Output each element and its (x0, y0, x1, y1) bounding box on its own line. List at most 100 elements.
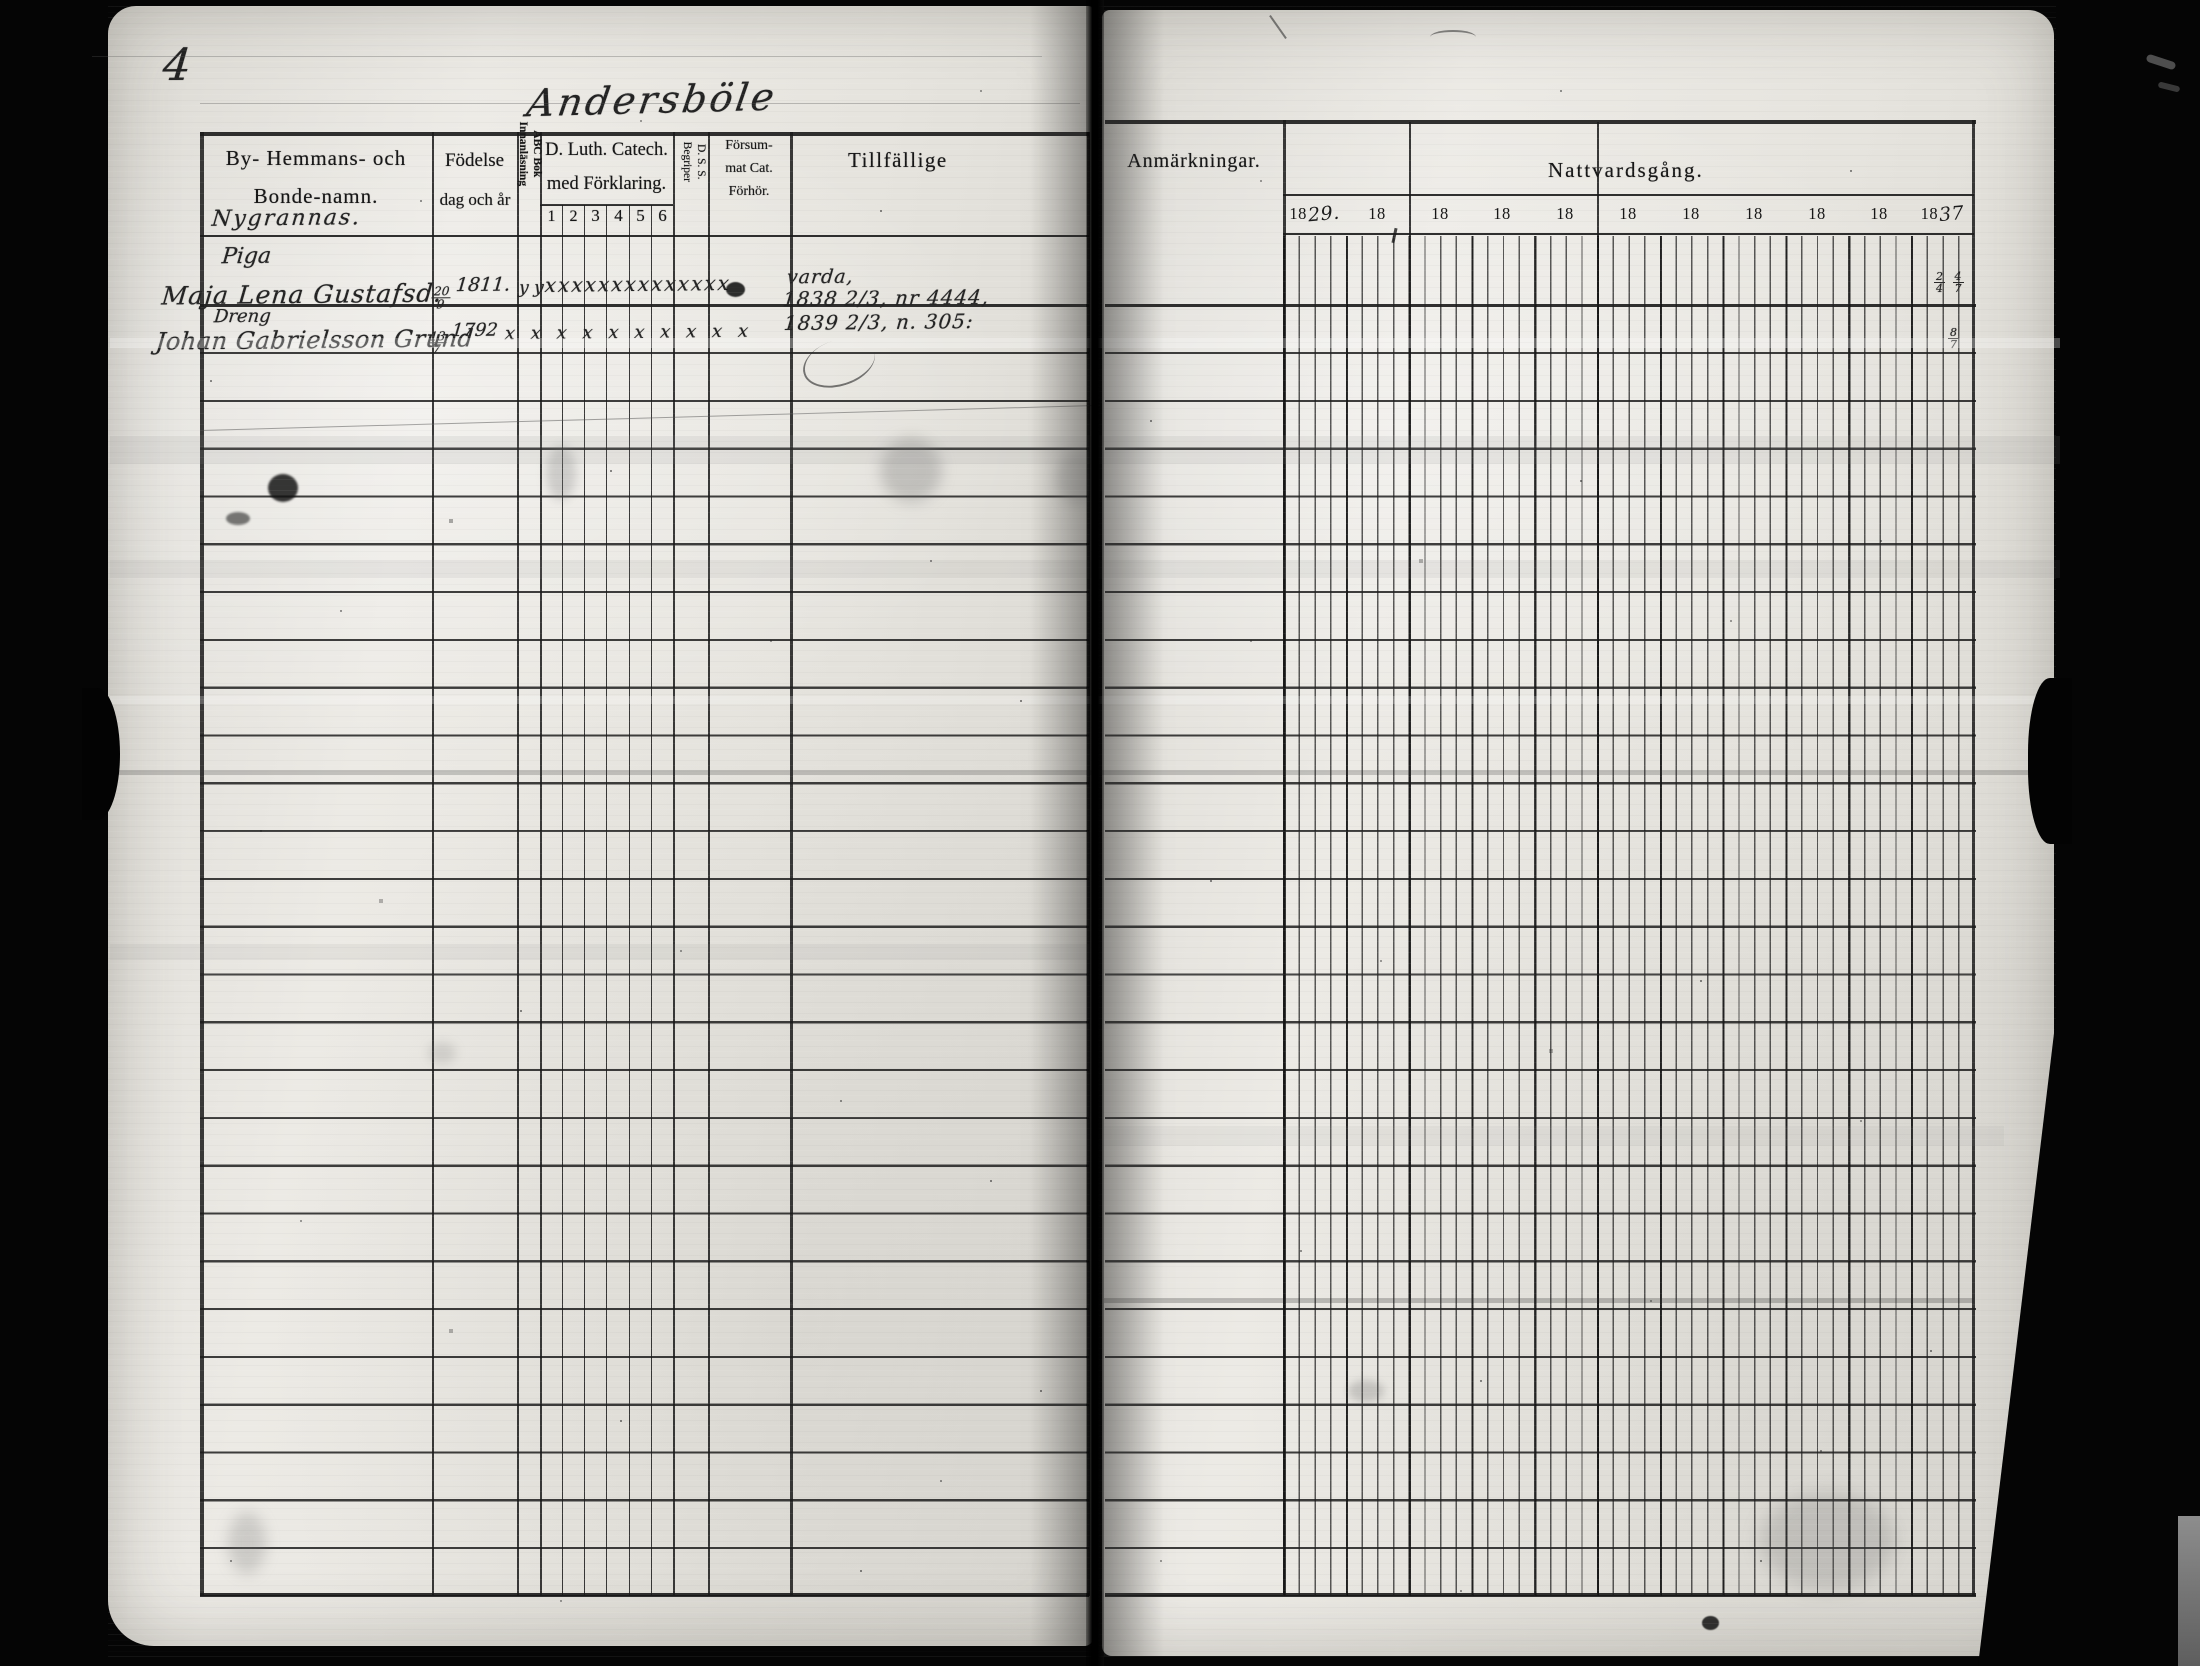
column-divider-catech-dss (673, 132, 676, 1596)
catech-col-6: 6 (658, 206, 667, 225)
dust-speckles (0, 0, 2, 2)
year-cell-3: 18 (1471, 198, 1534, 230)
table-top-border-right (1105, 120, 1976, 124)
margin-mark (2157, 81, 2181, 93)
occasional-note-line1: varda, (785, 265, 855, 289)
dss-header-line1: D. S. S. (694, 144, 707, 180)
ruled-rows-left (200, 352, 1089, 1596)
birth-column-header-line2: dag och år (439, 190, 511, 209)
catech-sub-divider (651, 205, 653, 1596)
catech-sub-divider (562, 205, 564, 1596)
catech-sub-divider (584, 205, 586, 1596)
catech-sub-divider (629, 205, 631, 1596)
row2-catechism-marks: x x x x x x x x x x (503, 320, 755, 345)
remarks-column-header: Anmärkningar. (1127, 150, 1261, 172)
birth-column-header-line1: Födelse (444, 150, 505, 171)
occasional-note-line3: 1839 2/3, n. 305: (782, 309, 975, 335)
catechism-header-line1: D. Luth. Catech. (545, 140, 668, 160)
book-clamp-left (82, 688, 120, 820)
row1-birth-fraction: 20 9 (430, 284, 452, 311)
row1-catechism-marks: xxxxxxxxxxxxxx (543, 271, 733, 297)
book-gutter (1086, 0, 1104, 1666)
row1-role-note: Piga (220, 243, 273, 270)
year-cell-7: 18 (1723, 198, 1786, 230)
row2-birth-year: 1792 (450, 319, 499, 342)
faint-scan-line (200, 103, 1080, 104)
column-divider-name-birth (432, 132, 435, 1596)
missed-header-line1: Försum- (725, 138, 773, 153)
year-printed: 18 (1556, 204, 1574, 223)
row2-birthdate: 13 7 1792 (426, 319, 499, 356)
column-divider-dss-missed (708, 132, 711, 1596)
dss-column-header: D. S. S. Begriper (679, 112, 707, 212)
year-printed: 18 (1920, 204, 1939, 223)
village-title: Andersböle (524, 74, 781, 126)
column-divider-birth-abc (517, 132, 520, 1596)
book-clamp-right (2028, 678, 2072, 844)
year-cell-2: 18 (1409, 198, 1472, 230)
year-cell-4: 18 (1534, 198, 1597, 230)
missed-header-line2: mat Cat. (725, 161, 773, 176)
name-column-header-line1: By- Hemmans- och (225, 146, 407, 170)
gutter-shadow-left (1030, 6, 1086, 1646)
year-row-top-line (1283, 194, 1974, 196)
row1-birth-year: 1811. (454, 273, 512, 297)
catech-col-1: 1 (547, 208, 556, 225)
row1-abc-marks: y y (518, 277, 545, 299)
year-cell-6: 18 (1660, 198, 1723, 230)
table-left-border (200, 132, 204, 1596)
communion-grid-lines (1283, 236, 1974, 1596)
year-printed: 18 (1870, 204, 1888, 223)
year-printed: 18 (1619, 204, 1637, 223)
faint-scan-line (92, 56, 1042, 57)
abc-header-line2: Innanläsning (517, 121, 529, 187)
catech-col-3: 3 (591, 206, 600, 225)
table-top-border (200, 132, 1089, 136)
missed-header-line3: Förhör. (728, 184, 770, 199)
year-written: 29. (1306, 201, 1341, 227)
row1-birthdate: 20 9 1811. (430, 274, 511, 311)
row1-line (200, 304, 1089, 307)
table-bottom-border (200, 1593, 1089, 1597)
occasional-note-line2: 1838 2/3, nr 4444, (781, 284, 991, 312)
catechism-header-line2: med Förklaring. (546, 174, 667, 194)
occasional-column-header: Tillfällige (848, 148, 948, 172)
year-cell-9: 18 (1848, 198, 1911, 230)
stray-curve-mark (1430, 30, 1476, 44)
year-printed: 18 (1745, 204, 1763, 223)
year-printed: 18 (1808, 204, 1826, 223)
column-divider-abc-catech (540, 132, 543, 1596)
row1-name: Maja Lena Gustafsd. (160, 278, 444, 311)
year-printed: 18 (1368, 204, 1386, 223)
catech-col-2: 2 (569, 208, 578, 225)
page-number: 4 (160, 39, 194, 92)
year-printed: 18 (1493, 204, 1511, 223)
name-column-header-line2: Bonde-namn. (253, 184, 379, 208)
communion-section-header: Nattvardsgång. (1548, 158, 1704, 182)
corner-gray-patch (2178, 1516, 2200, 1666)
dss-header-line2: Begriper (681, 141, 693, 182)
catech-sub-divider (606, 205, 608, 1596)
abc-column-header: ABC Bok Innanläsning (515, 106, 543, 202)
name-annotation: Nygrannas. (210, 205, 363, 232)
year-cell-8: 18 (1786, 198, 1849, 230)
year-printed: 18 (1431, 204, 1449, 223)
catech-col-4: 4 (614, 206, 623, 225)
catech-col-5: 5 (636, 206, 645, 225)
gutter-shadow-right (1104, 10, 1164, 1656)
row2-role-note: Dreng (212, 305, 272, 328)
year-printed: 18 (1682, 204, 1700, 223)
year-cell-1: 18 (1346, 198, 1409, 230)
dust-speckles (0, 0, 2, 2)
year-cell-10: 18 37 (1911, 198, 1974, 230)
column-divider-missed-occasional (790, 132, 793, 1596)
year-cell-5: 18 (1597, 198, 1660, 230)
row2-birth-fraction: 13 7 (426, 329, 448, 356)
year-cell-0: 18 29. (1283, 198, 1346, 230)
